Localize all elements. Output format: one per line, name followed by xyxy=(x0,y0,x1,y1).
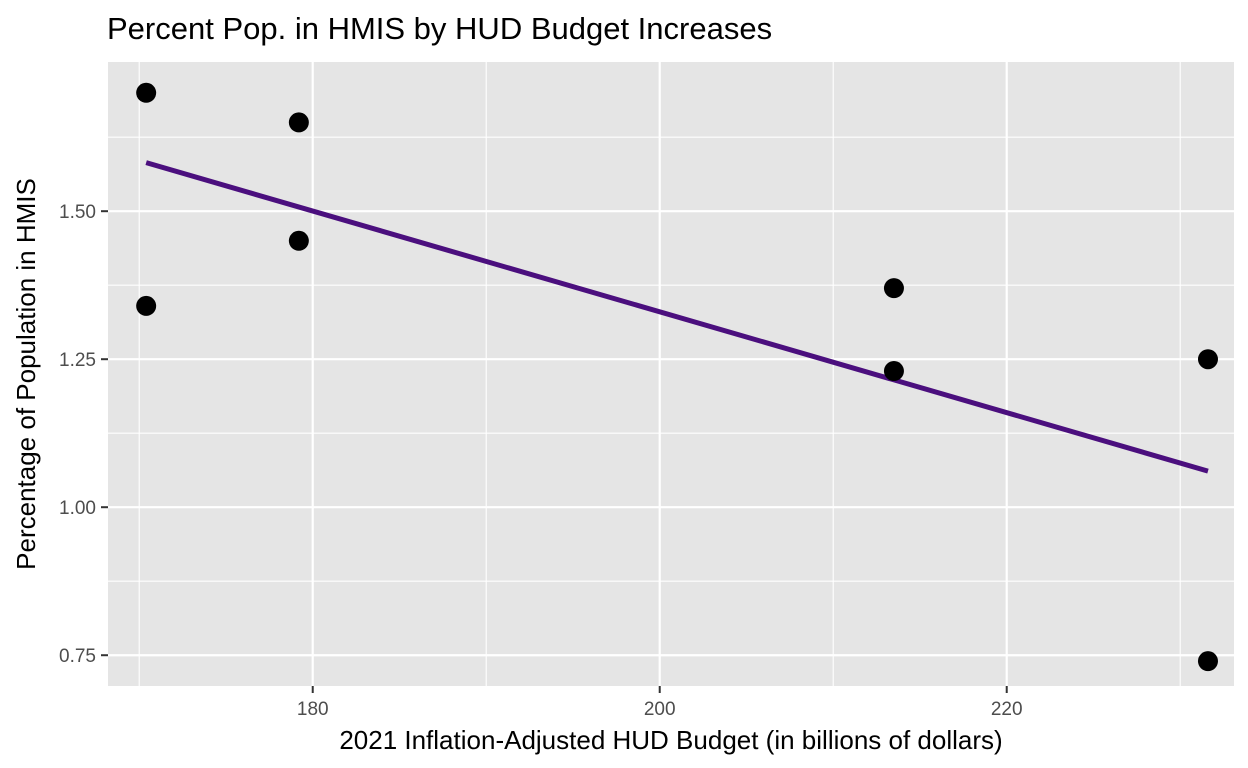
x-tick-label: 220 xyxy=(991,699,1023,720)
y-axis-ticks: 0.75 1.00 1.25 1.50 xyxy=(59,202,108,667)
y-tick-label: 1.25 xyxy=(59,350,96,371)
data-point xyxy=(136,295,157,316)
x-axis-title: 2021 Inflation-Adjusted HUD Budget (in b… xyxy=(339,725,1002,755)
x-axis-ticks: 180 200 220 xyxy=(297,686,1023,720)
data-point xyxy=(883,278,904,299)
plot-panel xyxy=(108,62,1234,686)
y-axis-title: Percentage of Population in HMIS xyxy=(11,178,41,570)
major-gridlines xyxy=(108,62,1234,686)
data-point xyxy=(1197,349,1218,370)
data-point xyxy=(883,361,904,382)
x-tick-label: 200 xyxy=(644,699,676,720)
y-tick-label: 1.50 xyxy=(59,202,96,223)
data-layer xyxy=(136,82,1218,672)
data-point xyxy=(136,82,157,103)
data-point xyxy=(1197,651,1218,672)
minor-gridlines xyxy=(108,62,1234,686)
chart-title: Percent Pop. in HMIS by HUD Budget Incre… xyxy=(107,11,772,46)
y-tick-label: 0.75 xyxy=(59,646,96,667)
trend-line xyxy=(145,160,1209,474)
y-tick-label: 1.00 xyxy=(59,498,96,519)
data-point xyxy=(288,112,309,133)
x-tick-label: 180 xyxy=(297,699,329,720)
data-point xyxy=(288,230,309,251)
